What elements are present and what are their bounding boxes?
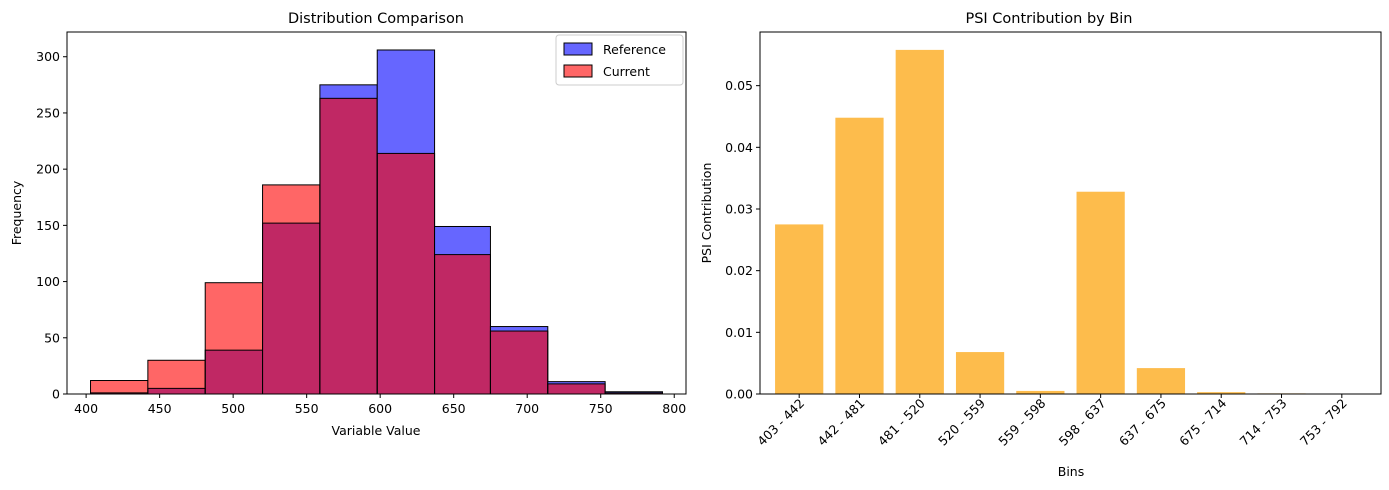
excess-bar [319, 84, 378, 99]
y-tick-label: 300 [36, 49, 60, 64]
overlap-bar [262, 223, 320, 394]
excess-bar [547, 381, 606, 384]
excess-bar [205, 282, 263, 351]
y-tick-label: 200 [36, 162, 60, 177]
overlap-bar [605, 392, 663, 394]
legend-swatch-reference [563, 42, 593, 56]
excess-bar [147, 360, 206, 389]
x-tick-label: 800 [662, 401, 686, 416]
x-tick-label: 450 [148, 401, 172, 416]
psi-bar [835, 117, 884, 394]
overlap-bar [377, 153, 435, 394]
psi-bar [1016, 390, 1065, 394]
x-tick-label: 600 [368, 401, 392, 416]
legend-swatch-current [563, 64, 593, 78]
chart1-x-axis-label: Variable Value [332, 423, 421, 438]
psi-bar [1136, 368, 1186, 394]
y-tick-label: 0.01 [725, 325, 753, 340]
histogram-chart: Distribution Comparison 400 450 500 550 600 6… [9, 11, 687, 438]
excess-bar [377, 49, 435, 154]
chart1-y-axis-label: Frequency [9, 180, 24, 245]
y-tick-label: 150 [36, 218, 60, 233]
chart1-axes: 400 450 500 550 600 650 700 750 800 0 50 100 150 200 2… [36, 31, 687, 416]
x-tick-label: 650 [442, 401, 466, 416]
x-tick-label: 500 [221, 401, 245, 416]
psi-bar [955, 352, 1005, 394]
overlap-bar [205, 350, 263, 394]
y-tick-label: 100 [36, 274, 60, 289]
y-tick-label: 0.02 [725, 263, 753, 278]
chart2-x-axis-label: Bins [1058, 464, 1084, 479]
legend: Reference Current [555, 34, 684, 86]
y-tick-label: 250 [36, 105, 60, 120]
y-tick-label: 50 [44, 330, 60, 345]
x-tick-label: 700 [515, 401, 539, 416]
overlap-bar [547, 383, 606, 394]
chart2-y-axis-label: PSI Contribution [699, 163, 714, 264]
x-tick-label: 400 [74, 401, 98, 416]
psi-bars [775, 49, 1306, 394]
overlap-bar [319, 98, 378, 394]
x-tick-label: 750 [589, 401, 613, 416]
overlap-bar [434, 254, 491, 394]
overlap-bar [147, 388, 206, 394]
chart1-title: Distribution Comparison [288, 11, 464, 27]
chart2-title: PSI Contribution by Bin [965, 11, 1132, 27]
excess-bar [434, 226, 491, 255]
legend-label-current: Current [603, 64, 650, 79]
y-tick-label: 0 [52, 387, 60, 402]
y-tick-label: 0.05 [725, 78, 753, 93]
histogram-bars [90, 49, 663, 395]
y-tick-label: 0.00 [725, 387, 753, 402]
overlap-bar [90, 392, 148, 394]
y-tick-label: 0.04 [725, 140, 753, 155]
chart2-frame [759, 31, 1382, 395]
psi-bar [1076, 191, 1125, 394]
chart1-frame [66, 31, 687, 395]
excess-bar [90, 380, 148, 393]
overlap-bar [490, 331, 548, 394]
excess-bar [490, 326, 548, 332]
psi-bar [775, 224, 824, 394]
psi-bar [895, 49, 944, 394]
psi-bar [1197, 392, 1246, 394]
y-tick-label: 0.03 [725, 201, 753, 216]
legend-label-reference: Reference [603, 42, 666, 57]
x-tick-label: 550 [295, 401, 319, 416]
excess-bar [605, 391, 663, 393]
excess-bar [262, 184, 320, 224]
